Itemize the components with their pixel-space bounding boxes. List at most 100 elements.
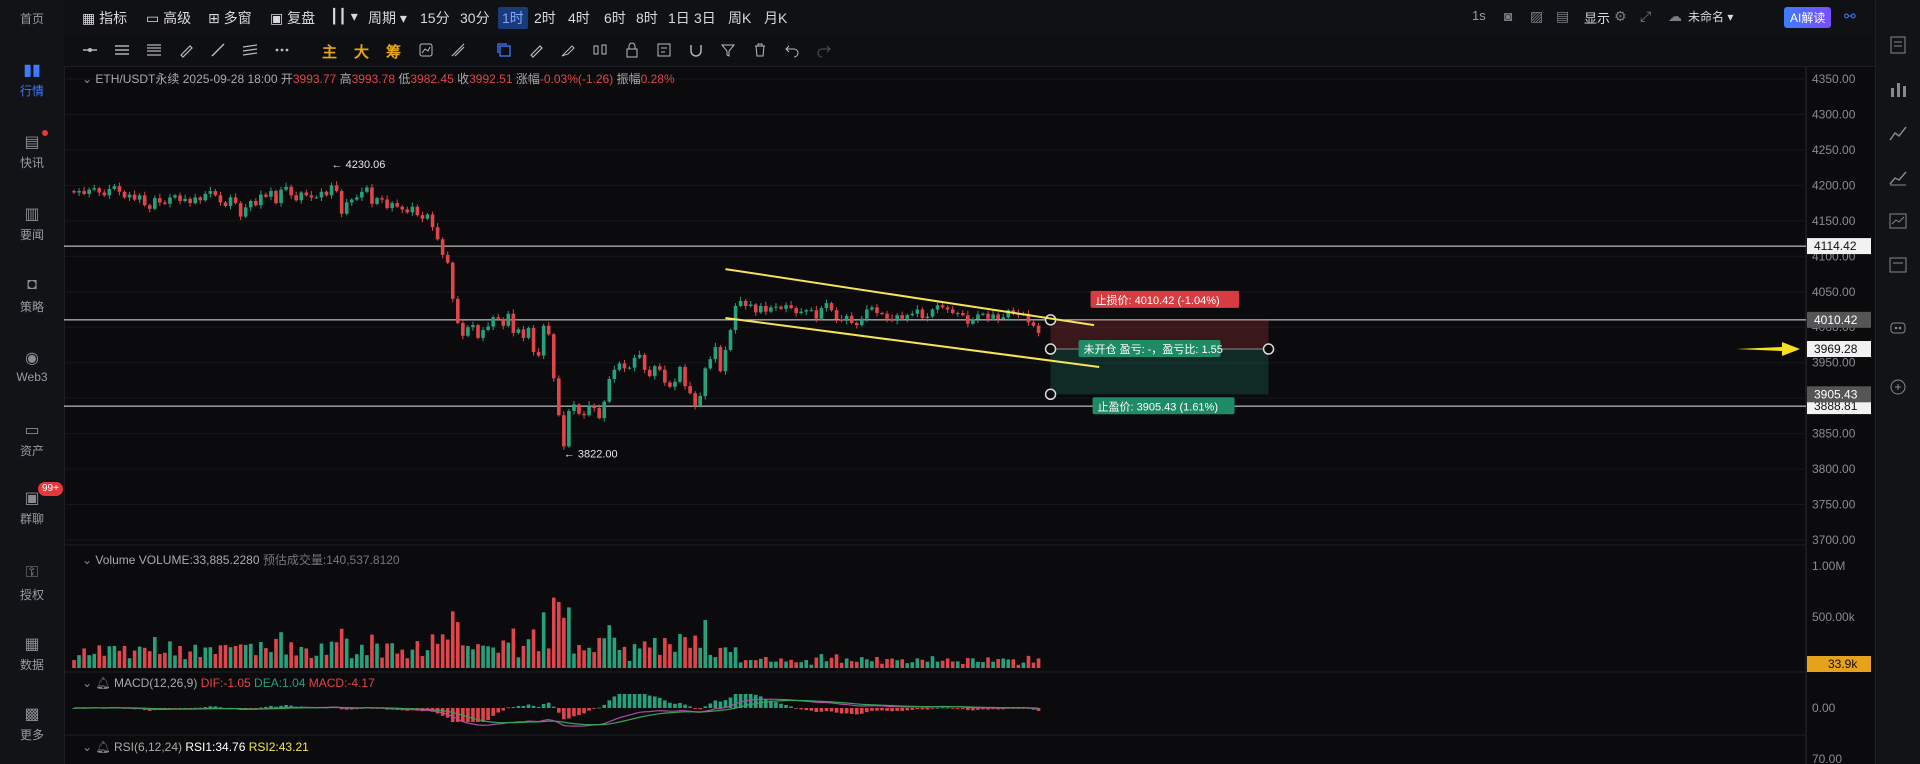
symbol-name[interactable]: ETH/USDT永续 (95, 72, 180, 86)
settings-circle-icon[interactable] (1888, 378, 1908, 396)
interval-30分[interactable]: 30分 (460, 10, 490, 26)
pen-tool-icon[interactable] (178, 42, 194, 58)
nav-item-5[interactable]: ◘ 策略 (0, 276, 64, 315)
image-icon[interactable]: ▨ (1530, 8, 1544, 24)
nav-item-2[interactable]: ▮▮ 行情 (0, 60, 64, 99)
undo-icon[interactable] (784, 42, 800, 58)
interval-3日[interactable]: 3日 (694, 10, 716, 26)
nav-item-7[interactable]: ▭ 资产 (0, 420, 64, 459)
measure-tool-icon[interactable] (450, 42, 466, 58)
unnamed-layout[interactable]: 未命名 ▾ (1688, 10, 1734, 24)
volume-bar (668, 644, 672, 668)
collapse-icon[interactable]: ⌄ (82, 72, 96, 86)
multi-window-button[interactable]: ⊞ 多窗 (208, 10, 252, 26)
nav-item-8[interactable]: ▣ 群聊 99+ (0, 482, 64, 527)
candle-body (395, 203, 399, 207)
candle-body (173, 195, 177, 198)
volume-bar (915, 658, 920, 668)
ai-interpret-button[interactable]: AI解读 (1784, 7, 1832, 28)
trend-icon[interactable] (1888, 168, 1908, 186)
layout-icon[interactable]: ▤ (1556, 8, 1570, 24)
interval-15分[interactable]: 15分 (420, 10, 450, 26)
nav-item-6[interactable]: ◉ Web3 (0, 348, 64, 384)
volume-bar (663, 638, 667, 668)
macd-bar (880, 708, 884, 711)
price-label-3905: 3905.43 (1814, 387, 1858, 401)
nav-item-9[interactable]: ⚿ 授权 (0, 564, 64, 603)
indicators-button[interactable]: ▦ 指标 (82, 10, 128, 26)
display-button[interactable]: 显示 (1584, 11, 1611, 26)
order-book-icon[interactable] (1888, 36, 1908, 54)
price-tick-label: 4350.00 (1812, 72, 1856, 86)
volume-bar (92, 653, 96, 668)
nav-label: 首页 (19, 12, 44, 26)
filter-icon[interactable] (720, 42, 736, 58)
bars-icon[interactable] (1888, 80, 1908, 98)
interval-1时[interactable]: 1时 (498, 7, 528, 29)
fib-tool-icon[interactable] (146, 42, 162, 58)
volume-bar (986, 657, 990, 668)
interval-2时[interactable]: 2时 (534, 10, 556, 26)
nav-item-1[interactable]: ⌂首页 (0, 10, 64, 27)
speed-label[interactable]: 1s (1472, 8, 1486, 23)
copy-icon[interactable] (496, 42, 512, 58)
candle-body (622, 363, 627, 369)
parallel-lines-tool-icon[interactable] (114, 42, 130, 58)
candle-pattern-icon[interactable] (592, 42, 608, 58)
channel-tool-icon[interactable] (242, 42, 258, 58)
main-indicator-toggle[interactable]: 主 (322, 44, 338, 61)
candle-body (385, 199, 389, 209)
chart-type-button[interactable]: ┃┃ ▾ (330, 8, 358, 25)
interval-8时[interactable]: 8时 (636, 10, 658, 26)
cloud-icon[interactable]: ☁ (1668, 8, 1682, 24)
candle-body (986, 313, 990, 319)
note-icon[interactable] (656, 42, 672, 58)
candle-body (506, 313, 511, 326)
collapse-icon[interactable]: ⌄ (82, 676, 96, 690)
interval-周K[interactable]: 周K (728, 10, 752, 26)
redo-icon[interactable] (816, 42, 832, 58)
volume-bar (456, 622, 460, 668)
camera-icon[interactable]: ◙ (1504, 8, 1513, 24)
period-menu[interactable]: 周期 ▾ (368, 10, 407, 26)
gear-icon[interactable]: ⚙ (1614, 8, 1627, 24)
trash-icon[interactable] (752, 42, 768, 58)
price-chart[interactable]: 4350.004300.004250.004200.004150.004100.… (64, 66, 1876, 764)
calculator-icon[interactable] (1888, 256, 1908, 274)
depth-icon[interactable] (1888, 124, 1908, 142)
interval-6时[interactable]: 6时 (604, 10, 626, 26)
macd-bar (839, 708, 844, 714)
indicator-template-icon[interactable] (418, 42, 434, 58)
bell-icon[interactable]: 🔔︎ (95, 676, 111, 690)
replay-button[interactable]: ▣ 复盘 (270, 10, 316, 26)
candle-body (238, 203, 243, 217)
horizontal-line-tool-icon[interactable] (82, 42, 98, 58)
chip-distribution-toggle[interactable]: 筹 (386, 44, 402, 61)
brush-icon[interactable] (528, 42, 544, 58)
nav-item-11[interactable]: ▩ 更多 (0, 704, 64, 743)
interval-月K[interactable]: 月K (764, 10, 788, 26)
bell-icon[interactable]: 🔔︎ (95, 740, 111, 754)
nav-item-10[interactable]: ▦ 数据 (0, 634, 64, 673)
fullscreen-icon[interactable]: ⤢ (1640, 8, 1652, 24)
nav-item-3[interactable]: ▤ 快讯 (0, 130, 64, 171)
highlighter-icon[interactable] (560, 42, 576, 58)
big-order-toggle[interactable]: 大 (354, 44, 370, 61)
bot-icon[interactable] (1888, 318, 1908, 336)
nav-item-4[interactable]: ▥ 要闻 (0, 204, 64, 243)
collapse-icon[interactable]: ⌄ (82, 740, 96, 754)
volume-header: ⌄ Volume VOLUME:33,885.2280 预估成交量:140,53… (82, 553, 400, 567)
macd-bar (794, 708, 798, 709)
collapse-icon[interactable]: ⌄ (82, 553, 96, 567)
lock-icon[interactable] (624, 42, 640, 58)
candle-body (299, 192, 304, 201)
candle-body (400, 206, 405, 210)
interval-1日[interactable]: 1日 (668, 10, 690, 26)
advanced-button[interactable]: ▭ 高级 (146, 10, 192, 26)
interval-4时[interactable]: 4时 (568, 10, 590, 26)
trendline-tool-icon[interactable] (210, 42, 226, 58)
share-icon[interactable]: ⚯ (1844, 8, 1856, 24)
more-tools-icon[interactable] (274, 42, 290, 58)
stats-icon[interactable] (1888, 212, 1908, 230)
magnet-icon[interactable] (688, 42, 704, 58)
